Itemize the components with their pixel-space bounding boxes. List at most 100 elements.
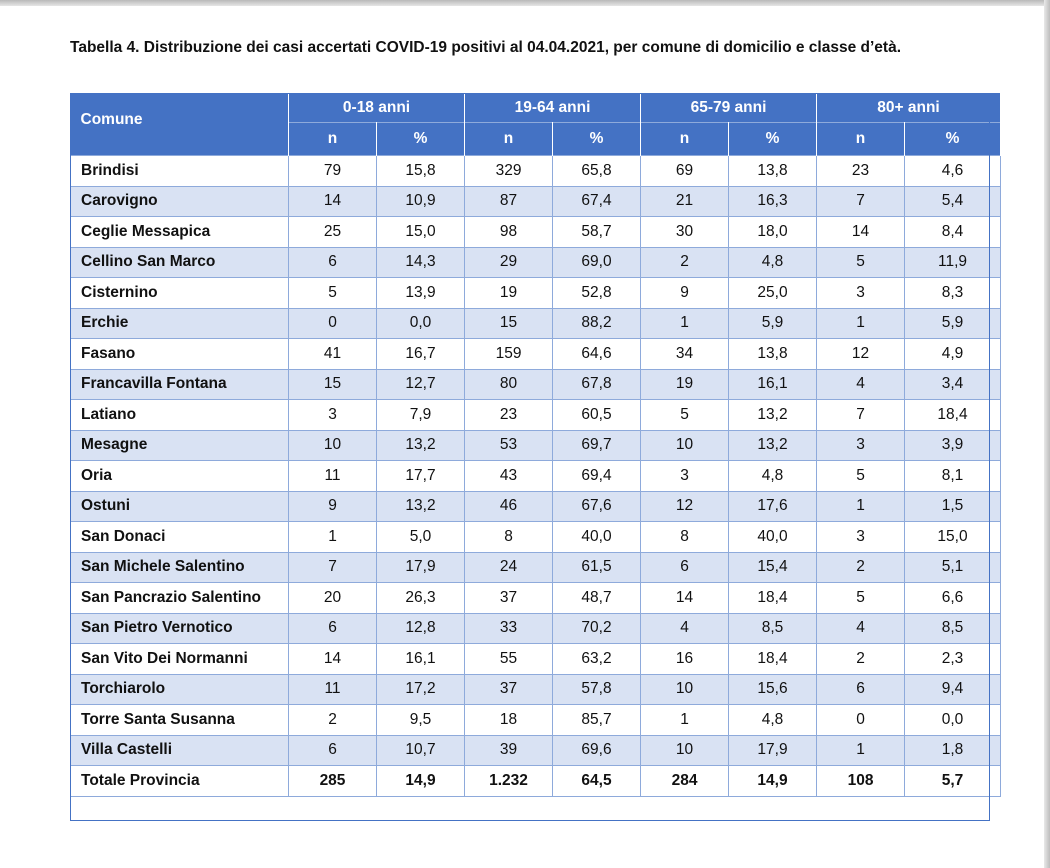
cell-n-65-79: 19 bbox=[640, 368, 730, 400]
cell-pct-65-79: 13,8 bbox=[728, 155, 818, 187]
cell-n-19-64: 19 bbox=[464, 277, 554, 309]
cell-pct-19-64: 58,7 bbox=[552, 216, 642, 248]
cell-pct-80plus: 11,9 bbox=[904, 246, 1002, 278]
cell-pct-65-79: 8,5 bbox=[728, 612, 818, 644]
cell-n-0-18: 41 bbox=[288, 338, 377, 370]
cell-n-65-79: 69 bbox=[640, 155, 730, 187]
cell-pct-65-79: 13,8 bbox=[728, 338, 818, 370]
table-row: Torchiarolo 11 17,2 37 57,8 10 15,6 6 9,4 bbox=[70, 673, 1002, 705]
cell-pct-65-79: 15,4 bbox=[728, 551, 818, 583]
cell-pct-80plus: 2,3 bbox=[904, 643, 1002, 675]
cell-n-80plus: 23 bbox=[816, 155, 906, 187]
cell-pct-80plus: 3,4 bbox=[904, 368, 1002, 400]
cell-pct-80plus: 8,4 bbox=[904, 216, 1002, 248]
cell-comune-name: San Pancrazio Salentino bbox=[70, 582, 289, 614]
cell-n-80plus: 1 bbox=[816, 490, 906, 522]
cell-n-19-64: 8 bbox=[464, 521, 554, 553]
cell-n-65-79: 9 bbox=[640, 277, 730, 309]
cell-pct-0-18: 13,2 bbox=[375, 429, 466, 461]
cell-n-65-79: 1 bbox=[640, 704, 730, 736]
cell-pct-80plus: 0,0 bbox=[904, 704, 1002, 736]
cell-pct-0-18: 12,7 bbox=[375, 368, 466, 400]
cell-pct-19-64: 48,7 bbox=[552, 582, 642, 614]
cell-comune-name: Oria bbox=[70, 460, 289, 492]
subheader-n: n bbox=[640, 122, 730, 156]
cell-pct-0-18: 16,7 bbox=[375, 338, 466, 370]
cell-pct-0-18: 12,8 bbox=[375, 612, 466, 644]
cell-comune-name: Ceglie Messapica bbox=[70, 216, 289, 248]
cell-n-80plus: 14 bbox=[816, 216, 906, 248]
cell-pct-80plus: 8,1 bbox=[904, 460, 1002, 492]
cell-pct-80plus: 18,4 bbox=[904, 399, 1002, 431]
cell-n-19-64: 53 bbox=[464, 429, 554, 461]
cell-pct-65-79: 18,4 bbox=[728, 582, 818, 614]
cell-comune-name: Ostuni bbox=[70, 490, 289, 522]
cell-n-19-64: 43 bbox=[464, 460, 554, 492]
cell-pct-65-79: 40,0 bbox=[728, 521, 818, 553]
total-pct-65-79: 14,9 bbox=[728, 765, 818, 797]
subheader-n: n bbox=[464, 122, 554, 156]
cell-n-19-64: 46 bbox=[464, 490, 554, 522]
table-row: Torre Santa Susanna 2 9,5 18 85,7 1 4,8 0 0,0 bbox=[70, 704, 1002, 736]
cell-n-80plus: 2 bbox=[816, 643, 906, 675]
cell-n-65-79: 10 bbox=[640, 429, 730, 461]
cell-pct-80plus: 9,4 bbox=[904, 673, 1002, 705]
table-row: Oria 11 17,7 43 69,4 3 4,8 5 8,1 bbox=[70, 460, 1002, 492]
cases-table: Comune 0-18 anni 19-64 anni 65-79 anni 8… bbox=[70, 93, 1002, 797]
cell-n-0-18: 7 bbox=[288, 551, 377, 583]
table-row: San Donaci 1 5,0 8 40,0 8 40,0 3 15,0 bbox=[70, 521, 1002, 553]
cell-pct-19-64: 65,8 bbox=[552, 155, 642, 187]
cell-pct-0-18: 5,0 bbox=[375, 521, 466, 553]
cell-n-19-64: 15 bbox=[464, 307, 554, 339]
cell-pct-19-64: 69,0 bbox=[552, 246, 642, 278]
window-right-edge bbox=[1044, 0, 1050, 868]
table-header: Comune 0-18 anni 19-64 anni 65-79 anni 8… bbox=[70, 93, 1002, 156]
table-row: Latiano 3 7,9 23 60,5 5 13,2 7 18,4 bbox=[70, 399, 1002, 431]
cell-n-19-64: 18 bbox=[464, 704, 554, 736]
cell-n-65-79: 10 bbox=[640, 673, 730, 705]
cell-pct-19-64: 88,2 bbox=[552, 307, 642, 339]
header-group-65-79: 65-79 anni bbox=[640, 93, 818, 123]
window-top-edge bbox=[0, 0, 1050, 6]
cell-pct-0-18: 15,0 bbox=[375, 216, 466, 248]
table-row: San Pietro Vernotico 6 12,8 33 70,2 4 8,5 4 8,5 bbox=[70, 612, 1002, 644]
cell-pct-19-64: 52,8 bbox=[552, 277, 642, 309]
cell-comune-name: San Vito Dei Normanni bbox=[70, 643, 289, 675]
total-pct-19-64: 64,5 bbox=[552, 765, 642, 797]
table-row: Cisternino 5 13,9 19 52,8 9 25,0 3 8,3 bbox=[70, 277, 1002, 309]
cell-pct-80plus: 1,8 bbox=[904, 734, 1002, 766]
cell-n-0-18: 25 bbox=[288, 216, 377, 248]
cell-pct-19-64: 67,4 bbox=[552, 185, 642, 217]
cell-pct-80plus: 6,6 bbox=[904, 582, 1002, 614]
total-comune-name: Totale Provincia bbox=[70, 765, 289, 797]
subheader-percent: % bbox=[728, 122, 818, 156]
cell-n-0-18: 9 bbox=[288, 490, 377, 522]
cell-n-65-79: 14 bbox=[640, 582, 730, 614]
cell-n-65-79: 2 bbox=[640, 246, 730, 278]
cell-n-19-64: 37 bbox=[464, 673, 554, 705]
cell-pct-80plus: 5,4 bbox=[904, 185, 1002, 217]
cell-n-19-64: 39 bbox=[464, 734, 554, 766]
cell-comune-name: Fasano bbox=[70, 338, 289, 370]
table-row: San Vito Dei Normanni 14 16,1 55 63,2 16 18,4 2… bbox=[70, 643, 1002, 675]
total-n-65-79: 284 bbox=[640, 765, 730, 797]
cell-pct-65-79: 13,2 bbox=[728, 429, 818, 461]
cell-comune-name: Francavilla Fontana bbox=[70, 368, 289, 400]
table-row: Carovigno 14 10,9 87 67,4 21 16,3 7 5,4 bbox=[70, 185, 1002, 217]
cell-pct-65-79: 5,9 bbox=[728, 307, 818, 339]
cell-n-19-64: 87 bbox=[464, 185, 554, 217]
cell-pct-80plus: 3,9 bbox=[904, 429, 1002, 461]
cell-n-80plus: 3 bbox=[816, 429, 906, 461]
total-n-80plus: 108 bbox=[816, 765, 906, 797]
cell-comune-name: San Donaci bbox=[70, 521, 289, 553]
cell-pct-0-18: 9,5 bbox=[375, 704, 466, 736]
cell-pct-65-79: 4,8 bbox=[728, 460, 818, 492]
cell-pct-80plus: 1,5 bbox=[904, 490, 1002, 522]
cell-pct-19-64: 69,6 bbox=[552, 734, 642, 766]
cell-comune-name: Erchie bbox=[70, 307, 289, 339]
table-row: Erchie 0 0,0 15 88,2 1 5,9 1 5,9 bbox=[70, 307, 1002, 339]
cell-n-80plus: 7 bbox=[816, 185, 906, 217]
total-pct-0-18: 14,9 bbox=[375, 765, 466, 797]
cell-n-65-79: 8 bbox=[640, 521, 730, 553]
cell-n-65-79: 30 bbox=[640, 216, 730, 248]
